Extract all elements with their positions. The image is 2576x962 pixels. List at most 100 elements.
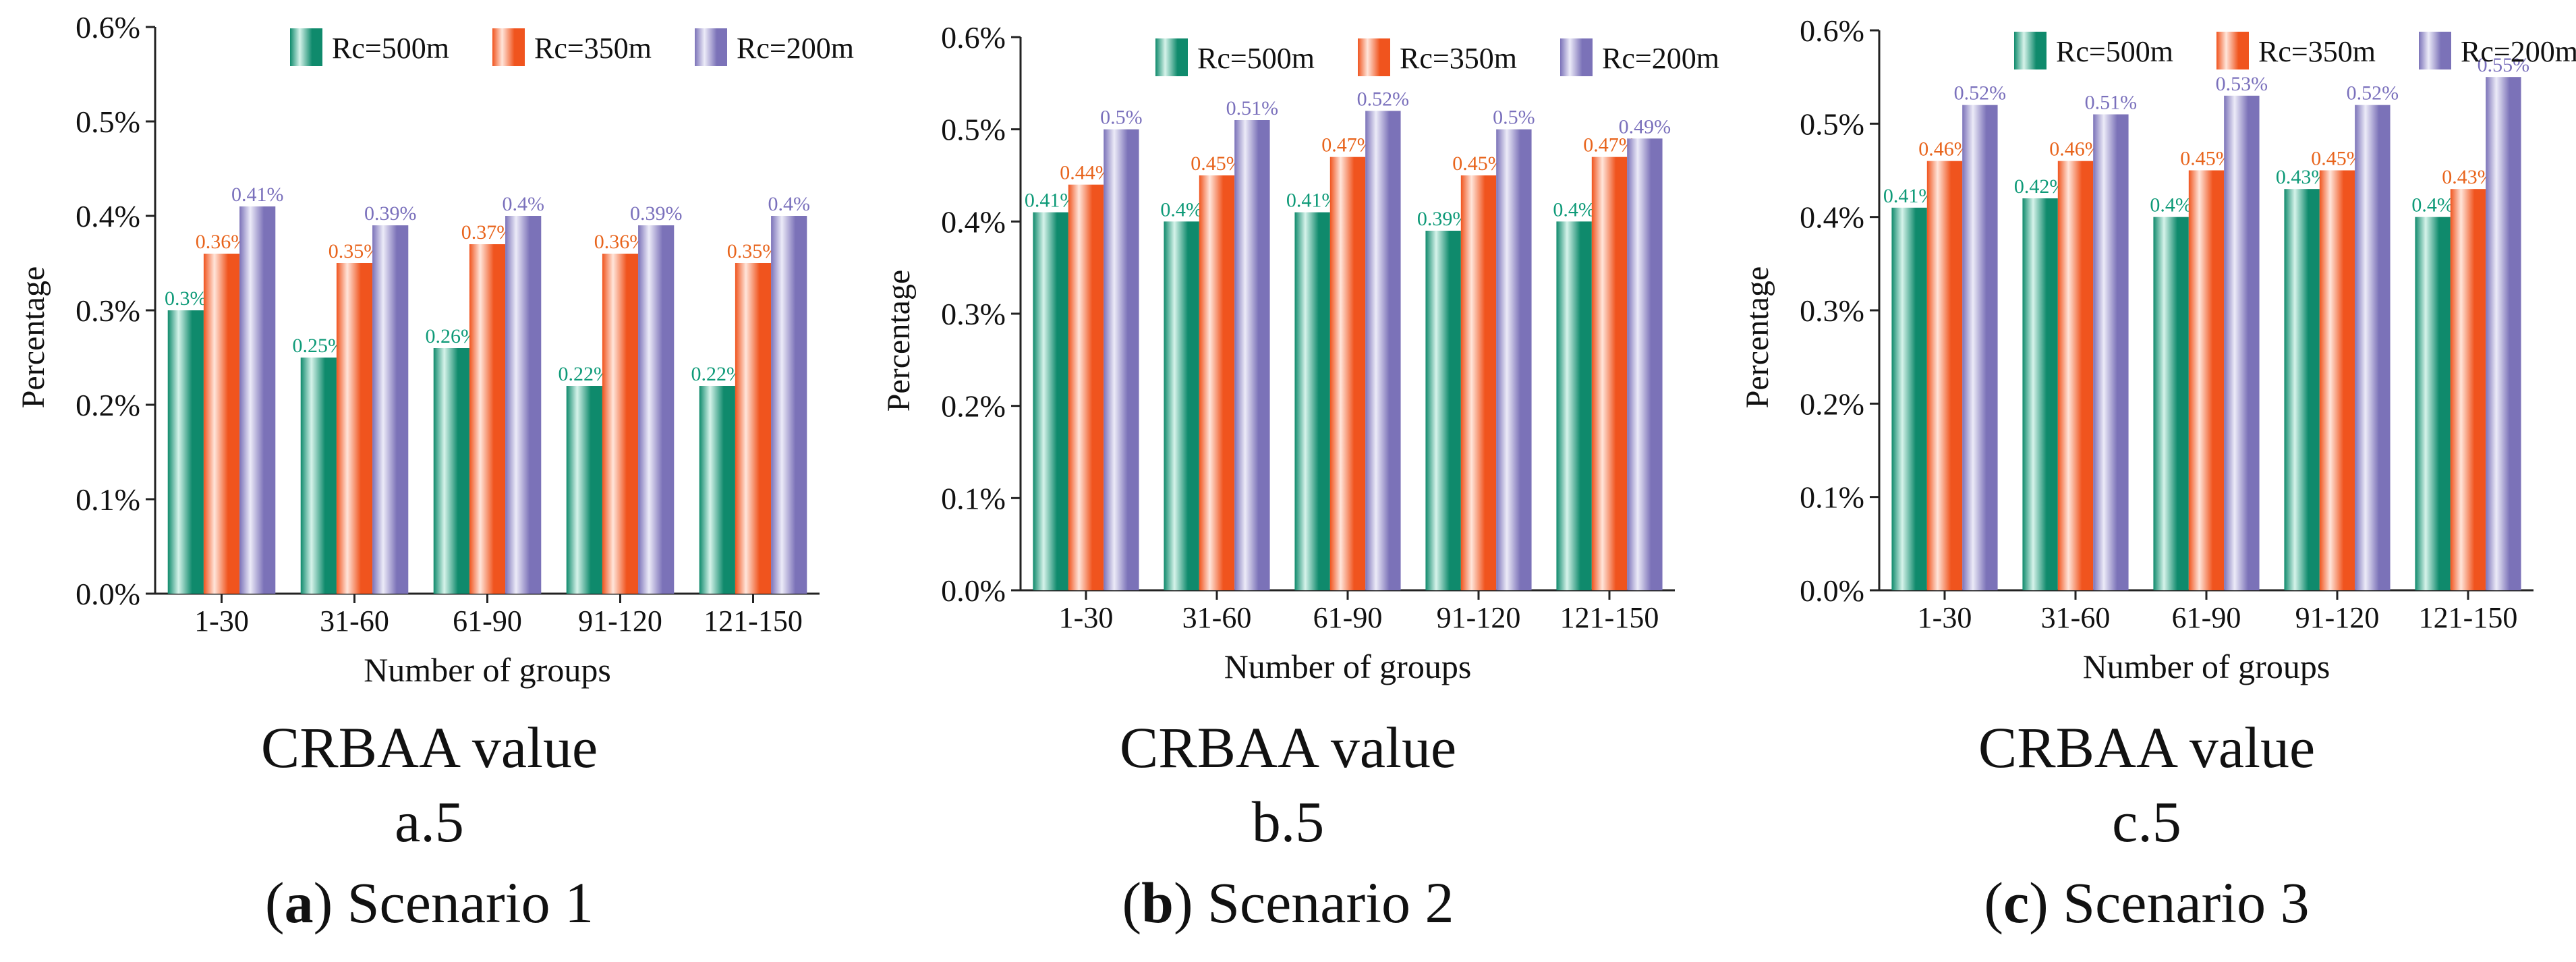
caption-sub-c: c.5 <box>2112 789 2181 854</box>
x-tick-label: 91-120 <box>1437 601 1521 634</box>
bar-rc-350m-31-60 <box>1199 175 1235 590</box>
bar-rc-500m-61-90 <box>1294 212 1330 591</box>
y-tick-label: 0.0% <box>76 577 140 611</box>
bar-rc-350m-31-60 <box>336 263 373 594</box>
bar-rc-500m-1-30 <box>1033 212 1068 591</box>
bar-rc-350m-91-120 <box>602 254 639 594</box>
y-tick-label: 0.6% <box>1800 13 1864 48</box>
y-tick-label: 0.4% <box>76 199 140 233</box>
x-axis-label: Number of groups <box>364 651 611 689</box>
bar-rc-350m-61-90 <box>2188 170 2225 590</box>
bar-rc-350m-1-30 <box>203 254 240 594</box>
x-tick-label: 121-150 <box>2419 601 2518 634</box>
bar-rc-500m-61-90 <box>2153 217 2189 591</box>
y-tick-label: 0.2% <box>1800 387 1864 421</box>
chart-b: 0.0% 0.1% 0.2% 0.3% 0.4% 0.5% 0.6% Percentage Nu… <box>881 20 1719 685</box>
y-tick-label: 0.5% <box>1800 107 1864 141</box>
data-label: 0.3% <box>165 287 207 310</box>
x-axis-label: Number of groups <box>1224 648 1472 685</box>
y-axis-label: Percentage <box>16 266 51 409</box>
data-label: 0.41% <box>231 183 284 206</box>
data-label: 0.43% <box>2276 166 2328 188</box>
caption-scenario-c: (c) Scenario 3 <box>1984 870 2310 935</box>
data-label: 0.53% <box>2216 73 2268 95</box>
x-tick-label: 91-120 <box>2295 601 2380 634</box>
data-label: 0.5% <box>1100 107 1143 129</box>
data-label: 0.45% <box>2311 148 2364 170</box>
bar-rc-200m-1-30 <box>1104 129 1139 590</box>
data-label: 0.4% <box>768 193 810 215</box>
x-tick-label: 1-30 <box>1059 601 1114 634</box>
bar-rc-350m-121-150 <box>1591 157 1628 590</box>
bar-rc-200m-1-30 <box>239 206 276 594</box>
legend-label-0: Rc=500m <box>332 32 449 65</box>
data-label: 0.52% <box>2347 82 2399 105</box>
data-label: 0.39% <box>364 202 417 225</box>
data-label: 0.41% <box>1286 190 1339 212</box>
y-tick-label: 0.0% <box>1800 573 1864 608</box>
bar-rc-500m-121-150 <box>699 386 735 594</box>
caption-sub-a: a.5 <box>395 789 464 854</box>
data-label: 0.46% <box>1918 138 1971 161</box>
bar-rc-500m-91-120 <box>1425 231 1461 590</box>
caption-scenario-text-c: Scenario 3 <box>2063 870 2310 935</box>
bar-rc-200m-91-120 <box>2355 105 2391 590</box>
x-tick-label: 121-150 <box>704 604 803 638</box>
caption-title-a: CRBAA value <box>260 715 598 780</box>
legend-label-1: Rc=350m <box>1400 42 1517 75</box>
bar-rc-200m-121-150 <box>2486 77 2521 590</box>
caption-title-c: CRBAA value <box>1978 715 2316 780</box>
y-tick-label: 0.2% <box>941 389 1006 424</box>
data-label: 0.49% <box>1619 115 1671 138</box>
data-label: 0.47% <box>1583 134 1636 157</box>
data-label: 0.44% <box>1060 162 1112 184</box>
caption-scenario-a: (a) Scenario 1 <box>264 870 594 935</box>
caption-title-b: CRBAA value <box>1119 715 1457 780</box>
legend-swatch-2 <box>1560 38 1593 76</box>
data-label: 0.51% <box>1226 97 1279 119</box>
y-tick-label: 0.1% <box>1800 480 1864 515</box>
data-label: 0.52% <box>1357 88 1409 110</box>
legend-label-2: Rc=200m <box>737 32 854 65</box>
bar-rc-500m-121-150 <box>1556 221 1592 590</box>
bar-rc-200m-31-60 <box>372 225 409 594</box>
data-label: 0.4% <box>502 193 544 215</box>
bar-rc-500m-1-30 <box>1891 207 1927 590</box>
bar-rc-500m-31-60 <box>1164 221 1199 590</box>
data-label: 0.22% <box>691 363 744 385</box>
data-label: 0.51% <box>2085 92 2138 114</box>
caption-sub-b: b.5 <box>1251 789 1325 854</box>
bar-rc-500m-91-120 <box>2284 189 2320 591</box>
data-label: 0.37% <box>461 221 514 244</box>
y-tick-label: 0.3% <box>941 297 1006 331</box>
legend-swatch-0 <box>1155 38 1188 76</box>
bar-rc-200m-31-60 <box>2093 114 2129 590</box>
data-label: 0.41% <box>1025 190 1077 212</box>
data-label: 0.42% <box>2014 175 2067 198</box>
y-tick-label: 0.4% <box>1800 200 1864 235</box>
legend-swatch-1 <box>2216 32 2249 69</box>
data-label: 0.22% <box>559 363 611 385</box>
legend-swatch-2 <box>2419 32 2451 69</box>
y-tick-label: 0.6% <box>76 10 140 45</box>
bar-rc-350m-1-30 <box>1926 161 1963 590</box>
legend-swatch-0 <box>290 28 322 66</box>
y-tick-label: 0.0% <box>941 573 1006 608</box>
legend-label-2: Rc=200m <box>1602 42 1719 75</box>
y-tick-label: 0.5% <box>76 105 140 139</box>
data-label: 0.45% <box>1191 152 1243 175</box>
legend-swatch-1 <box>492 28 525 66</box>
caption-letter-c: c <box>2003 870 2030 935</box>
y-tick-label: 0.1% <box>76 482 140 517</box>
bar-rc-350m-121-150 <box>735 263 772 594</box>
data-label: 0.36% <box>196 231 248 253</box>
data-label: 0.45% <box>1452 152 1505 175</box>
data-label: 0.4% <box>2150 194 2192 217</box>
y-tick-label: 0.6% <box>941 20 1006 55</box>
chart-a: 0.0% 0.1% 0.2% 0.3% 0.4% 0.5% 0.6% Percentage Nu… <box>16 10 854 689</box>
x-tick-label: 121-150 <box>1560 601 1659 634</box>
bar-rc-350m-121-150 <box>2450 189 2486 591</box>
data-label: 0.35% <box>727 240 780 262</box>
bar-rc-350m-31-60 <box>2057 161 2094 590</box>
legend-swatch-1 <box>1358 38 1390 76</box>
